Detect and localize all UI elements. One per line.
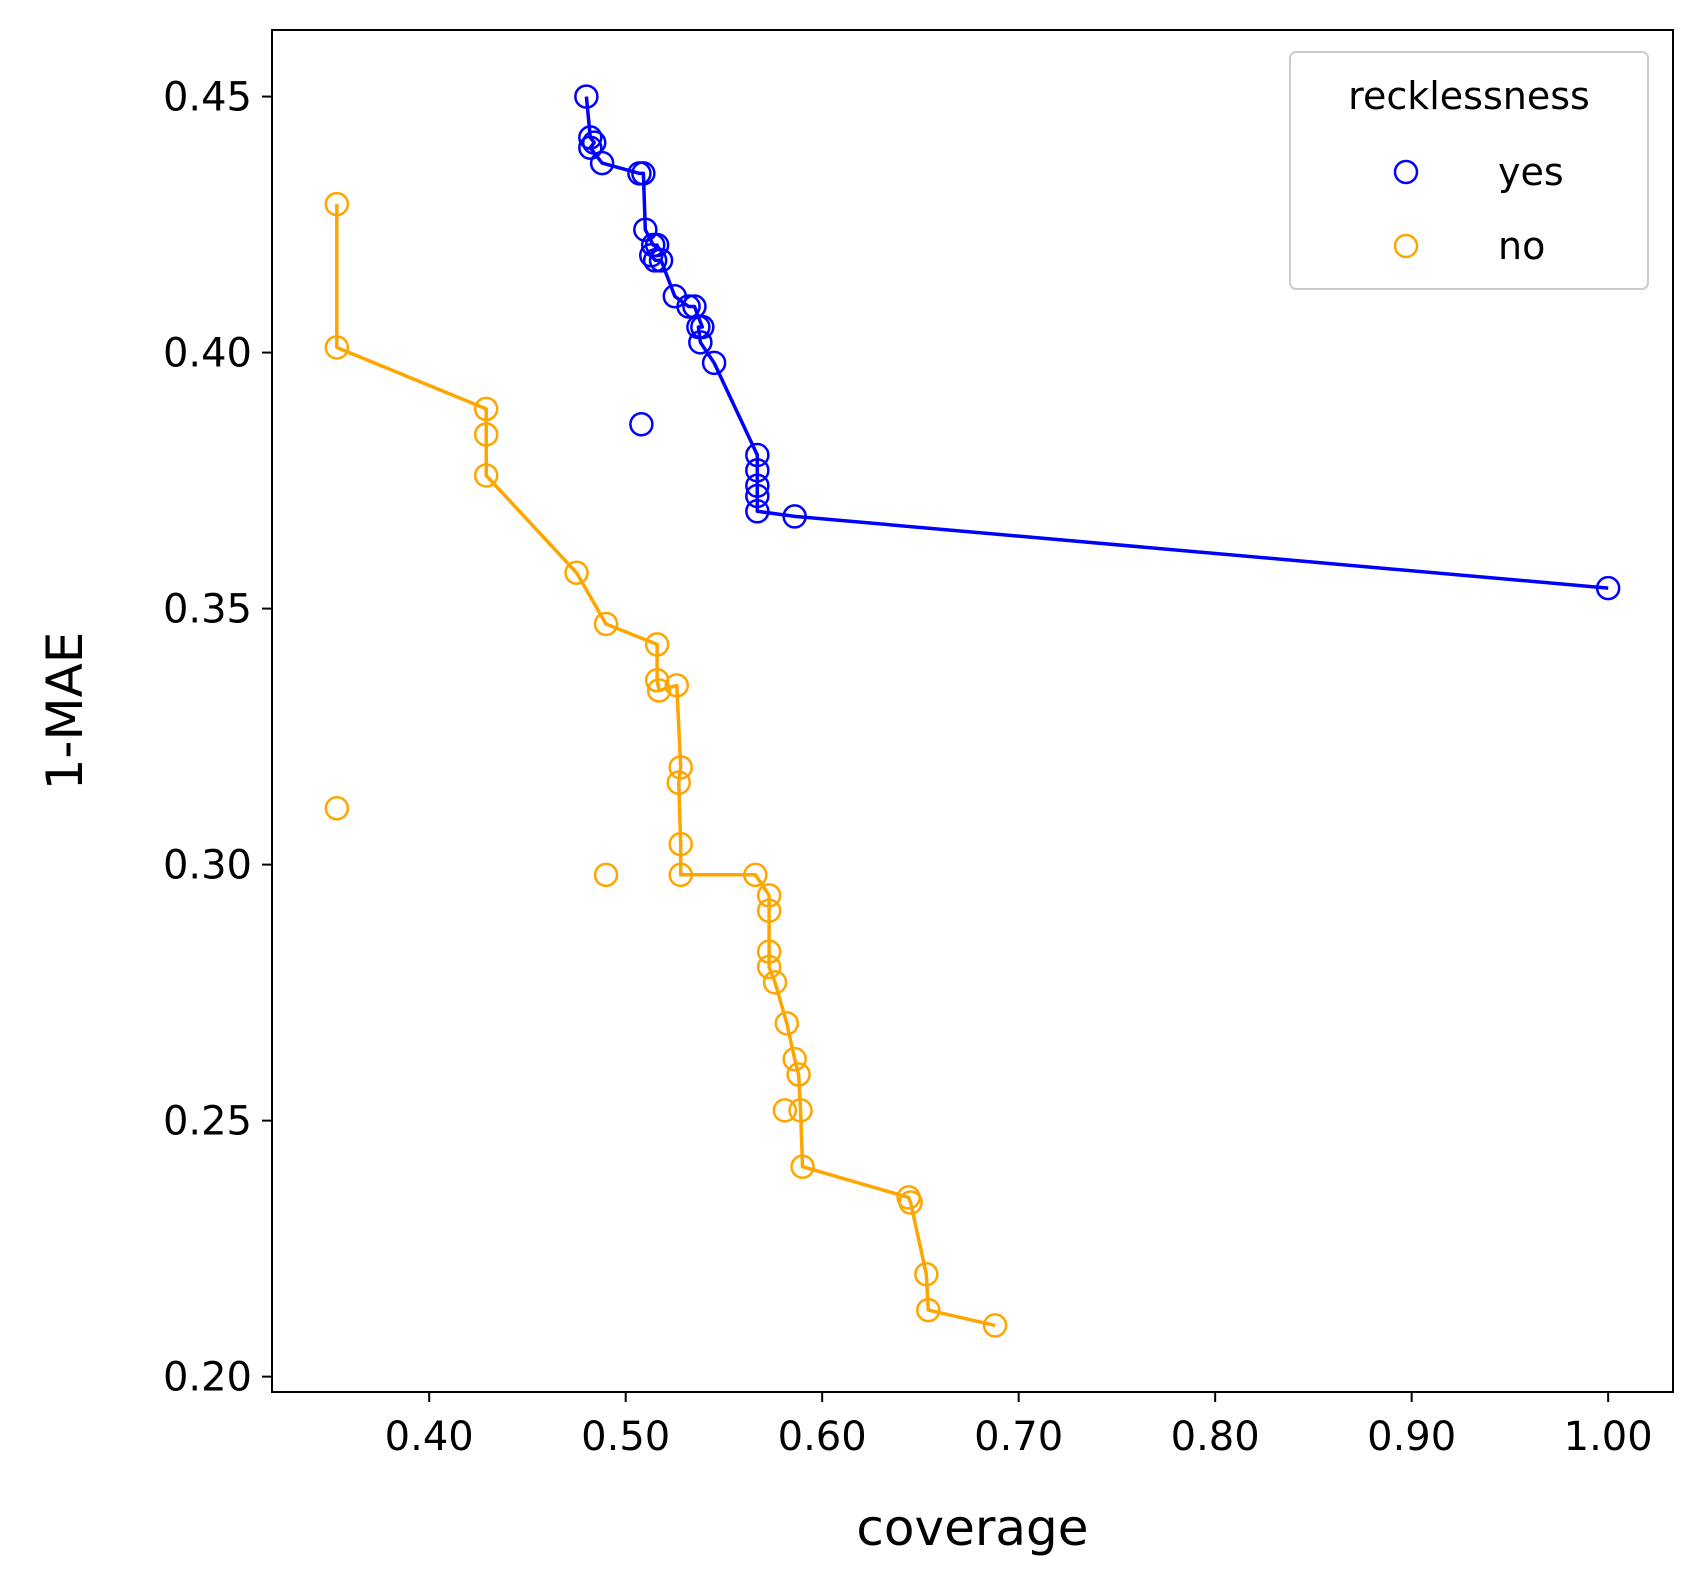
data-point-no	[756, 939, 782, 964]
data-point-yes	[782, 504, 807, 529]
data-point-no	[644, 632, 670, 657]
data-point-no	[756, 883, 782, 908]
data-point-yes	[676, 294, 701, 319]
data-point-no	[473, 396, 499, 422]
data-point-no	[668, 755, 693, 780]
data-point-no	[473, 463, 499, 488]
data-point-no	[593, 611, 619, 637]
x-tick-label: 0.40	[385, 1414, 474, 1460]
data-point-yes	[589, 150, 615, 176]
y-tick-label: 0.35	[163, 587, 252, 633]
data-point-no	[324, 191, 350, 217]
y-tick-label: 0.40	[163, 331, 252, 377]
data-point-no	[668, 831, 693, 857]
data-point-no	[756, 954, 782, 980]
y-axis: 0.20 0.25 0.30 0.35 0.40 0.45	[163, 75, 272, 1401]
data-point-yes	[574, 84, 599, 109]
data-point-no	[898, 1190, 923, 1215]
series-no	[324, 191, 1008, 1338]
data-point-no	[564, 560, 589, 586]
data-point-no	[324, 796, 350, 821]
data-point-no	[473, 422, 499, 447]
x-tick-label: 1.00	[1564, 1414, 1653, 1460]
legend: recklessness yes no	[1289, 51, 1649, 290]
legend-item-no: no	[1393, 224, 1545, 268]
legend-marker-no	[1393, 233, 1419, 259]
plot-content	[324, 84, 1621, 1338]
data-point-no	[782, 1046, 807, 1072]
y-axis-title: 1-MAE	[36, 632, 94, 791]
data-point-yes	[745, 499, 770, 524]
y-tick-label: 0.30	[163, 843, 252, 889]
data-point-yes	[648, 248, 674, 273]
legend-label-yes: yes	[1498, 150, 1564, 194]
data-point-yes	[745, 458, 770, 483]
series-yes	[574, 84, 1621, 601]
data-point-yes	[688, 330, 713, 355]
axes-frame	[271, 29, 1674, 1393]
data-point-no	[774, 1011, 800, 1036]
data-point-no	[788, 1098, 813, 1123]
data-point-no	[664, 673, 690, 698]
data-point-no	[756, 898, 782, 923]
x-tick-label: 0.90	[1367, 1414, 1456, 1460]
data-point-no	[916, 1297, 941, 1323]
data-point-yes	[633, 217, 658, 242]
data-point-yes	[631, 161, 656, 186]
data-point-no	[762, 970, 788, 995]
data-point-yes	[701, 350, 727, 376]
x-tick-label: 0.80	[1171, 1414, 1260, 1460]
data-point-yes	[745, 473, 770, 498]
data-point-yes	[578, 125, 603, 150]
series-line-no	[335, 204, 996, 1328]
y-tick-label: 0.20	[163, 1355, 252, 1401]
data-point-no	[666, 770, 691, 795]
data-point-yes	[1595, 575, 1621, 601]
data-point-no	[646, 678, 672, 703]
x-tick-label: 0.70	[974, 1414, 1063, 1460]
data-point-yes	[642, 248, 668, 273]
legend-items: yes no	[1393, 150, 1564, 268]
y-tick-label: 0.25	[163, 1099, 252, 1145]
data-point-no	[324, 335, 350, 360]
legend-box	[1289, 51, 1649, 290]
data-point-yes	[745, 483, 770, 509]
legend-marker-yes	[1393, 159, 1419, 185]
data-point-no	[914, 1261, 939, 1287]
data-point-yes	[745, 442, 770, 468]
data-point-yes	[578, 135, 603, 161]
data-point-no	[593, 862, 619, 888]
x-tick-label: 0.50	[581, 1414, 670, 1460]
legend-item-yes: yes	[1393, 150, 1564, 194]
data-point-no	[743, 862, 768, 888]
data-point-no	[982, 1313, 1008, 1338]
legend-title: recklessness	[1348, 74, 1590, 118]
x-axis-title: coverage	[856, 1499, 1088, 1557]
data-point-yes	[629, 412, 654, 437]
data-point-no	[786, 1062, 811, 1087]
data-point-no	[772, 1098, 798, 1123]
x-tick-label: 0.60	[778, 1414, 867, 1460]
legend-label-no: no	[1498, 224, 1545, 268]
data-point-no	[790, 1154, 815, 1179]
data-point-no	[668, 862, 693, 888]
data-point-yes	[686, 314, 711, 340]
data-point-yes	[581, 130, 607, 155]
x-axis: 0.40 0.50 0.60 0.70 0.80 0.90 1.00	[385, 1392, 1653, 1460]
y-tick-label: 0.45	[163, 75, 252, 121]
